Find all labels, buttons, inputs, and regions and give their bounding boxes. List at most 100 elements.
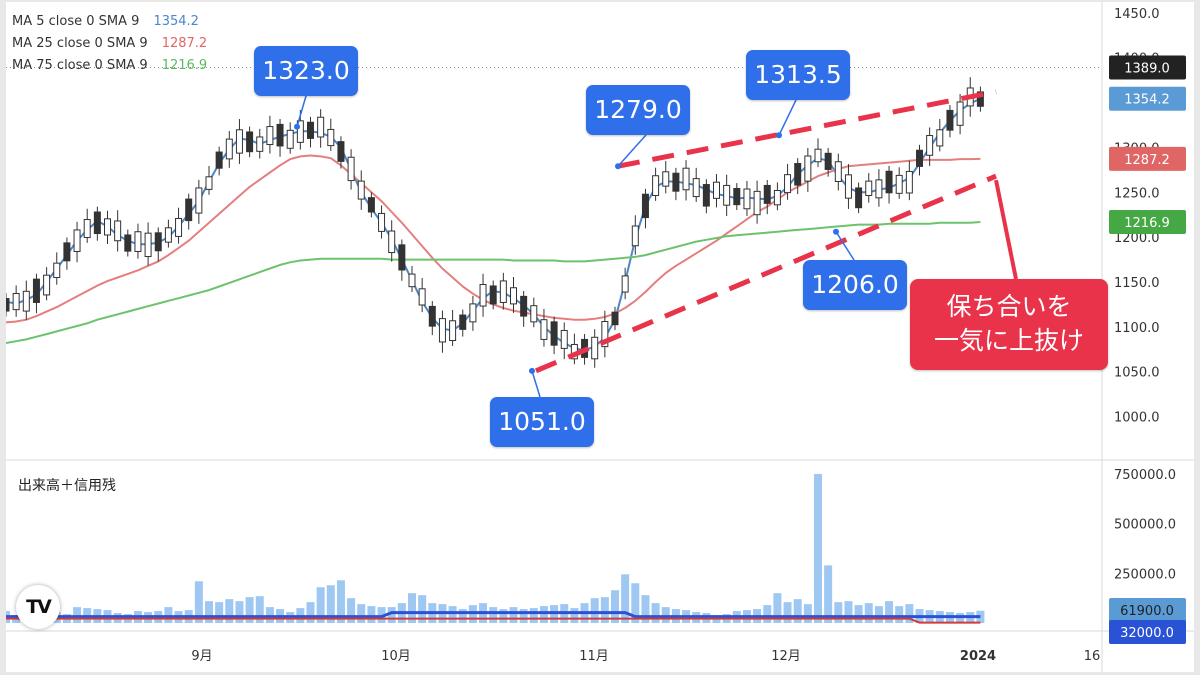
note-pointer — [994, 179, 1018, 280]
volume-bar — [824, 565, 833, 623]
volume-bar — [245, 597, 254, 623]
candle-body — [73, 229, 81, 252]
candle-body — [855, 187, 863, 209]
price-label-text: 1354.2 — [1124, 93, 1170, 108]
volume-bar — [763, 605, 772, 623]
chart-svg: 1000.01050.01100.01150.01200.01250.01300… — [6, 2, 1194, 672]
candle-body — [286, 129, 294, 149]
candle-body — [276, 123, 284, 147]
candle-body — [175, 217, 183, 237]
candle-body — [93, 211, 101, 235]
volume-bar — [225, 599, 234, 623]
candle-body — [976, 91, 984, 107]
callout-1279: 1279.0 — [586, 85, 690, 135]
volume-bar — [194, 581, 203, 623]
volume-bar — [885, 601, 894, 623]
volume-bar — [905, 604, 914, 623]
price-tick-label: 1150.0 — [1114, 276, 1160, 291]
price-label-text: 1287.2 — [1124, 153, 1170, 168]
time-tick-label: 10月 — [381, 649, 411, 664]
candle-body — [337, 141, 345, 162]
volume-bar — [600, 597, 609, 623]
volume-bar — [570, 608, 579, 623]
volume-tick-label: 750000.0 — [1114, 468, 1176, 483]
candle-body — [104, 218, 111, 236]
candle-body — [591, 336, 599, 360]
pivot-marker — [529, 367, 535, 374]
candle-body — [682, 167, 690, 191]
volume-bar — [326, 585, 335, 623]
tradingview-logo[interactable]: TV — [16, 585, 60, 629]
candle-body — [905, 170, 913, 194]
candles — [6, 77, 984, 368]
volume-bar — [519, 609, 528, 623]
price-label-bg — [1109, 86, 1186, 111]
candle-body — [357, 180, 365, 200]
candle-body — [652, 175, 660, 196]
volume-tick-label: 500000.0 — [1114, 518, 1176, 533]
volume-bar — [316, 587, 325, 623]
candle-body — [164, 227, 172, 243]
time-tick-label: 2024 — [960, 649, 996, 664]
candle-body — [134, 231, 142, 252]
candle-body — [844, 174, 852, 199]
breakout-note: 保ち合いを 一気に上抜け — [910, 279, 1108, 370]
price-label-text: 1216.9 — [1124, 216, 1170, 231]
volume-bar — [509, 607, 518, 623]
candle-body — [256, 136, 264, 152]
legend-ma75-value: 1216.9 — [161, 58, 208, 73]
candle-body — [469, 303, 477, 323]
volume-bar — [306, 602, 315, 623]
candle-body — [631, 225, 639, 247]
volume-bar — [834, 602, 843, 623]
candle-body — [63, 242, 71, 262]
price-label-bg — [1109, 209, 1186, 234]
candle-body — [32, 278, 40, 303]
volume-bar — [387, 607, 396, 623]
candle-body — [530, 305, 538, 323]
price-tick-label: 1100.0 — [1114, 321, 1160, 336]
candle-body — [154, 232, 162, 252]
volume-bar — [611, 590, 619, 623]
margin-buy-line — [6, 611, 981, 619]
candle-body — [428, 305, 436, 327]
candle-body — [784, 174, 792, 194]
volume-bar — [590, 598, 599, 623]
candle-body — [307, 121, 314, 139]
candle-body — [327, 128, 335, 147]
volume-bar — [651, 603, 660, 623]
volume-pane-title: 出来高＋信用残 — [18, 478, 116, 494]
volume-bar — [783, 602, 792, 623]
price-tick-label: 1250.0 — [1114, 186, 1160, 201]
candle-body — [83, 219, 91, 238]
volume-bar — [895, 606, 904, 623]
price-label-text: 1389.0 — [1124, 62, 1170, 77]
lower-trendline — [535, 173, 997, 374]
candle-body — [926, 135, 934, 156]
volume-bar — [205, 601, 213, 623]
candle-body — [408, 273, 416, 288]
chart-frame: 1000.01050.01100.01150.01200.01250.01300… — [6, 2, 1194, 672]
candle-body — [479, 284, 487, 307]
candle-body — [885, 170, 893, 194]
volume-bar — [164, 607, 173, 623]
volume-bar — [367, 606, 376, 623]
candle-body — [875, 179, 883, 199]
candle-body — [520, 295, 528, 317]
volume-bar — [499, 609, 508, 623]
candle-body — [641, 193, 649, 219]
candle-body — [713, 181, 720, 199]
callout-leader — [296, 95, 307, 127]
candle-body — [246, 131, 254, 153]
candle-body — [753, 190, 761, 216]
candle-body — [824, 152, 832, 170]
pivot-marker — [833, 228, 839, 235]
candle-body — [662, 171, 670, 187]
breakout-note-line2: 一気に上抜け — [933, 326, 1084, 355]
legend-ma75: MA 75 close 0 SMA 9 1216.9 — [12, 56, 207, 76]
volume-bars — [6, 473, 985, 623]
candle-body — [733, 187, 741, 206]
volume-bar — [458, 609, 467, 623]
candle-body — [611, 311, 619, 326]
candle-body — [946, 109, 954, 131]
